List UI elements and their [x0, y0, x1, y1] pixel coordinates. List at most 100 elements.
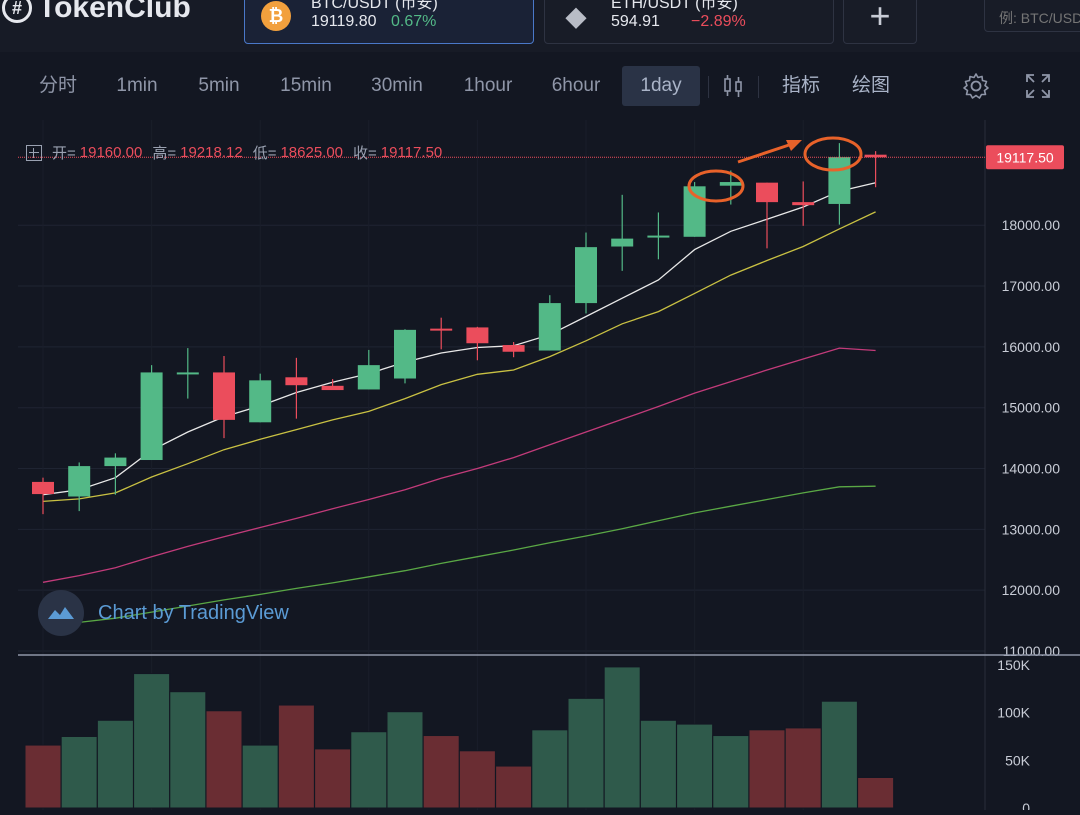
annotation-circle	[803, 136, 863, 172]
y-tick-label: 15000.00	[1002, 400, 1061, 416]
ohlc-high-value: 19218.12	[180, 144, 243, 161]
ohlc-close-value: 19117.50	[380, 144, 443, 161]
y-tick-label: 13000.00	[1002, 521, 1061, 537]
fullscreen-icon[interactable]	[1018, 66, 1058, 106]
volume-bar	[386, 711, 424, 809]
volume-bar	[241, 744, 279, 809]
candle-body	[176, 372, 199, 375]
candle-body	[321, 385, 344, 391]
candle-body	[756, 182, 778, 203]
volume-bar	[24, 744, 62, 809]
ticker-btc[interactable]: ₿ BTC/USDT (币安) 19119.80 0.67%	[244, 0, 534, 44]
interval-tick[interactable]: 分时	[38, 75, 77, 96]
moving-average-line	[42, 485, 876, 628]
volume-bar	[495, 765, 533, 809]
volume-bar	[784, 727, 822, 809]
ticker-eth[interactable]: ◆ ETH/USDT (币安) 594.91 −2.89%	[544, 0, 834, 44]
volume-bar	[96, 719, 134, 809]
ticker-pair: ETH/USDT (币安)	[611, 0, 738, 12]
add-ticker-button[interactable]: +	[843, 0, 917, 44]
volume-bar	[60, 736, 98, 809]
candle-body	[538, 303, 561, 351]
volume-tick-label: 100K	[997, 705, 1030, 721]
ohlc-open-label: 开=	[52, 145, 76, 162]
candle-body	[249, 380, 272, 423]
chart-area[interactable]: 11000.00 12000.00 13000.00 14000.00 15000.00…	[0, 120, 1080, 815]
annotation-arrow-shaft	[737, 142, 793, 164]
y-tick-label: 18000.00	[1002, 217, 1061, 233]
volume-bar	[748, 729, 786, 809]
candle-body	[213, 372, 235, 420]
volume-bar	[314, 748, 352, 809]
collapse-plus-icon[interactable]	[26, 144, 42, 161]
bitcoin-icon: ₿	[261, 1, 291, 31]
candle-body	[140, 372, 163, 461]
candle-body	[104, 457, 127, 467]
moving-average-line	[42, 211, 876, 503]
volume-bar	[169, 691, 207, 809]
candle-body	[394, 329, 416, 379]
candle-body	[285, 377, 308, 386]
interval-1min[interactable]: 1min	[116, 75, 158, 96]
volume-bar	[205, 710, 243, 809]
ohlc-low-label: 低=	[252, 145, 277, 162]
y-tick-label: 16000.00	[1002, 339, 1061, 355]
interval-1day[interactable]: 1day	[622, 66, 700, 106]
price-chart[interactable]: 11000.0012000.0013000.0014000.0015000.00…	[0, 120, 1080, 815]
ticker-price: 19119.80	[311, 13, 377, 30]
ethereum-icon: ◆	[566, 0, 586, 31]
interval-30min[interactable]: 30min	[371, 75, 423, 96]
interval-15min[interactable]: 15min	[280, 75, 332, 96]
brand-logo[interactable]: # TokenClub	[0, 0, 191, 28]
ticker-change: −2.89%	[691, 13, 746, 30]
tokenclub-logo-icon: #	[2, 0, 32, 23]
draw-button[interactable]: 绘图	[851, 75, 890, 96]
ticker-change: 0.67%	[391, 13, 437, 30]
candle-body	[611, 238, 634, 247]
candle-body	[792, 202, 815, 206]
tradingview-cloud-icon	[38, 590, 84, 636]
volume-tick-label: 50K	[1005, 752, 1031, 768]
candle-body	[32, 481, 54, 495]
chart-toolbar: 分时 1min 5min 15min 30min 1hour 6hour 1da…	[0, 58, 1080, 116]
volume-tick-label: 150K	[997, 657, 1030, 673]
volume-bar	[567, 697, 605, 809]
candle-body	[502, 345, 525, 352]
volume-bar	[350, 731, 388, 809]
ohlc-legend: 开= 19160.00 高= 19218.12 低= 18625.00 收= 1…	[26, 142, 448, 163]
ohlc-open-value: 19160.00	[79, 144, 143, 161]
volume-bar	[857, 776, 895, 809]
volume-bar	[712, 735, 750, 809]
volume-bar	[639, 719, 677, 809]
interval-6hour[interactable]: 6hour	[551, 75, 601, 96]
interval-1hour[interactable]: 1hour	[463, 75, 513, 96]
candle-body	[647, 235, 670, 238]
moving-average-line	[42, 347, 876, 583]
ohlc-close-label: 收=	[353, 145, 377, 162]
candle-body	[466, 327, 489, 344]
candle-body	[68, 466, 91, 497]
volume-bar	[676, 723, 714, 809]
volume-bar	[820, 700, 858, 809]
ticker-pair: BTC/USDT (币安)	[311, 0, 438, 12]
volume-bar	[422, 735, 460, 809]
watermark-text: Chart by TradingView	[98, 601, 289, 624]
ohlc-high-label: 高=	[152, 145, 177, 162]
annotation-circle	[687, 169, 745, 203]
candle-body	[864, 154, 887, 158]
volume-tick-label: 0	[1022, 800, 1030, 810]
y-tick-label: 17000.00	[1002, 278, 1061, 294]
last-price-badge	[986, 145, 1064, 170]
search-input[interactable]	[984, 0, 1080, 32]
indicators-button[interactable]: 指标	[781, 75, 820, 96]
toolbar-divider	[708, 76, 709, 98]
candle-body	[719, 182, 742, 186]
tradingview-watermark[interactable]: Chart by TradingView	[38, 590, 289, 636]
candlestick-icon[interactable]	[716, 66, 750, 106]
y-tick-label: 14000.00	[1002, 461, 1061, 477]
settings-gear-icon[interactable]	[956, 66, 996, 106]
last-price-label: 19117.50	[996, 149, 1054, 165]
interval-5min[interactable]: 5min	[198, 75, 240, 96]
candle-body	[430, 328, 453, 331]
moving-average-line	[42, 182, 876, 496]
